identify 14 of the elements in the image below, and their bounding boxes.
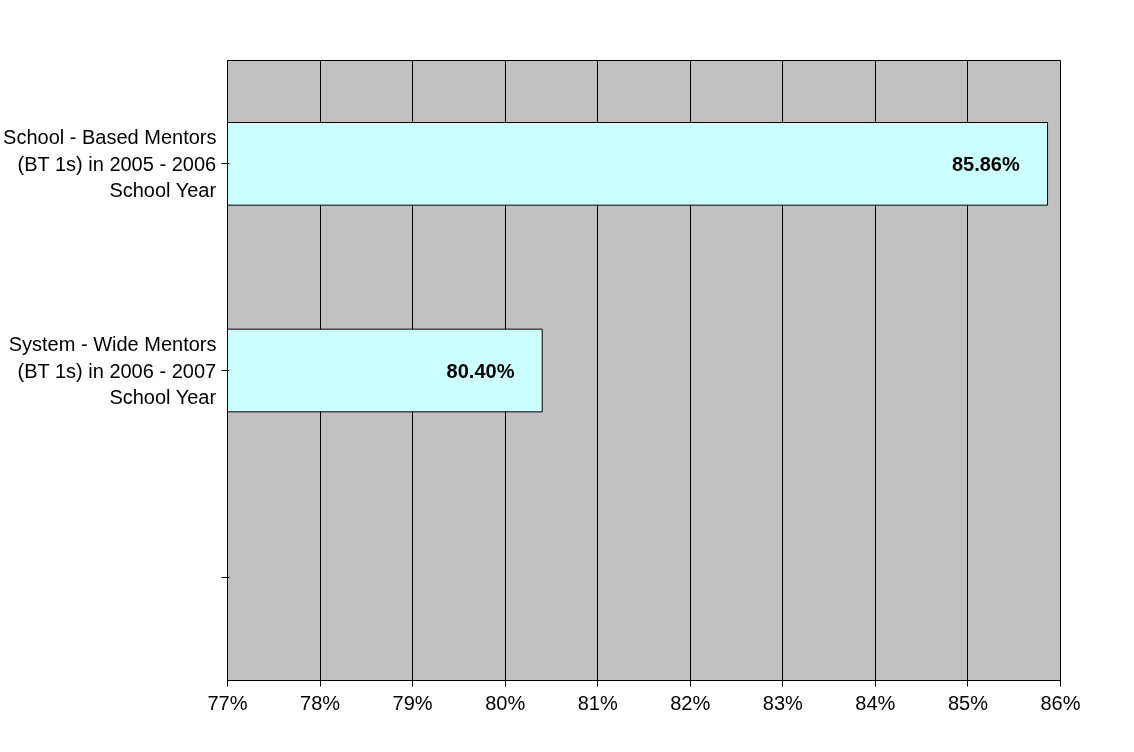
x-tick-label: 81%	[577, 691, 618, 714]
x-tick-label: 80%	[485, 691, 526, 714]
x-tick-label: 79%	[392, 691, 433, 714]
data-label: 80.40%	[446, 359, 515, 382]
x-tick-label: 83%	[762, 691, 804, 714]
x-tick-label: 86%	[1040, 691, 1081, 714]
x-tick-label: 78%	[300, 691, 341, 714]
x-tick-label: 85%	[947, 691, 989, 714]
x-tick-label: 82%	[670, 691, 711, 714]
y-tick-label: School - Based Mentors (BT 1s) in 2005 - 2006 School Year	[3, 126, 217, 202]
x-tick-label: 77%	[207, 691, 248, 714]
data-label: 85.86%	[951, 152, 1020, 175]
y-tick-label: System - Wide Mentors (BT 1s) in 2006 - 2007 School Year	[8, 333, 217, 408]
x-tick-label: 84%	[855, 691, 896, 714]
